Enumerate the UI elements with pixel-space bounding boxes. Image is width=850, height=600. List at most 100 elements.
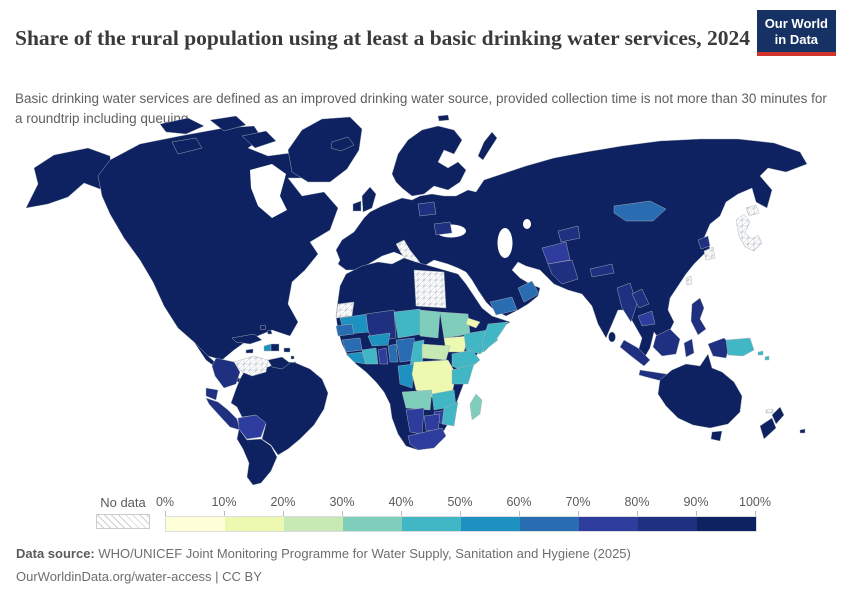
- country-sri-lanka[interactable]: [608, 331, 616, 343]
- country-indonesia-sumatra[interactable]: [619, 339, 651, 367]
- footer: Data source: WHO/UNICEF Joint Monitoring…: [16, 542, 631, 589]
- legend-tick-label: 60%: [506, 495, 532, 509]
- country-ghana[interactable]: [377, 347, 389, 365]
- legend-bin-30-40%[interactable]: [343, 517, 402, 531]
- legend-bin-40-50%[interactable]: [402, 517, 461, 531]
- legend-bin-80-90%[interactable]: [638, 517, 697, 531]
- country-oman[interactable]: [517, 280, 540, 303]
- country-south-korea[interactable]: [703, 246, 716, 261]
- country-somalia[interactable]: [481, 321, 509, 353]
- country-australia[interactable]: [657, 353, 743, 429]
- country-haiti[interactable]: [263, 343, 272, 352]
- country-iceland[interactable]: [330, 136, 355, 152]
- world-map-svg: [25, 114, 808, 486]
- country-brazil[interactable]: [230, 360, 329, 456]
- legend-bin-0-10%[interactable]: [166, 517, 225, 531]
- country-south-africa[interactable]: [407, 427, 447, 451]
- country-solomon-islands[interactable]: [757, 350, 764, 356]
- country-ireland[interactable]: [352, 200, 362, 212]
- country-arctic-islands[interactable]: [171, 137, 203, 155]
- country-novaya-zemlya[interactable]: [477, 131, 498, 161]
- legend-colorbar: 0% 10% 20% 30% 40% 50% 60% 70% 80% 90% 100%: [156, 495, 771, 533]
- country-congo-gabon[interactable]: [397, 363, 415, 389]
- legend-bin-50-60%[interactable]: [461, 517, 520, 531]
- data-source-label: Data source:: [16, 546, 95, 561]
- country-tajikistan-kyrgyzstan[interactable]: [557, 225, 581, 243]
- country-indonesia-sulawesi[interactable]: [683, 338, 695, 358]
- country-scandinavia[interactable]: [391, 125, 467, 197]
- country-afghanistan[interactable]: [541, 241, 571, 265]
- country-puerto-rico[interactable]: [283, 347, 291, 353]
- legend-bin-90-100%[interactable]: [697, 517, 756, 531]
- country-laos[interactable]: [631, 288, 650, 309]
- country-madagascar[interactable]: [469, 393, 483, 421]
- country-new-zealand-south[interactable]: [759, 417, 777, 440]
- legend-tick-mark: [637, 511, 638, 516]
- country-angola[interactable]: [401, 389, 433, 411]
- country-jamaica[interactable]: [245, 348, 254, 354]
- country-papua-new-guinea[interactable]: [725, 337, 755, 357]
- country-tanzania[interactable]: [451, 363, 475, 385]
- country-colombia[interactable]: [211, 357, 241, 389]
- footer-link[interactable]: OurWorldinData.org/water-access | CC BY: [16, 569, 262, 585]
- country-dominican-republic[interactable]: [270, 343, 280, 352]
- country-central-african-republic[interactable]: [421, 343, 451, 361]
- country-bahamas[interactable]: [266, 329, 273, 335]
- country-yemen[interactable]: [489, 296, 518, 316]
- country-chad[interactable]: [419, 309, 441, 339]
- country-australia-tasmania[interactable]: [710, 430, 723, 442]
- country-greenland[interactable]: [287, 116, 363, 183]
- country-bahamas[interactable]: [259, 324, 267, 331]
- country-venezuela[interactable]: [233, 355, 269, 377]
- country-philippines[interactable]: [690, 297, 707, 336]
- country-togo-benin[interactable]: [387, 343, 399, 363]
- country-arctic-islands[interactable]: [241, 130, 277, 149]
- legend-bin-10-20%[interactable]: [225, 517, 284, 531]
- legend-tick-mark: [283, 511, 284, 516]
- country-myanmar[interactable]: [616, 282, 638, 323]
- country-libya[interactable]: [413, 269, 447, 309]
- country-nepal[interactable]: [589, 263, 615, 278]
- country-mongolia[interactable]: [613, 200, 667, 222]
- world-map: [10, 112, 840, 487]
- country-senegal[interactable]: [335, 323, 355, 337]
- country-cote-divoire[interactable]: [361, 347, 379, 365]
- country-poland[interactable]: [417, 201, 437, 217]
- country-arctic-islands[interactable]: [159, 117, 205, 135]
- country-svalbard[interactable]: [437, 114, 450, 122]
- country-western-sahara[interactable]: [335, 301, 355, 319]
- country-indonesia-borneo[interactable]: [652, 328, 681, 357]
- country-mozambique[interactable]: [441, 401, 459, 427]
- legend-bin-70-80%[interactable]: [579, 517, 638, 531]
- legend-tick-mark: [696, 511, 697, 516]
- country-solomon-islands[interactable]: [764, 355, 770, 361]
- country-cambodia[interactable]: [637, 310, 656, 327]
- legend-tick-mark: [165, 511, 166, 516]
- country-cuba[interactable]: [231, 333, 263, 345]
- country-eritrea[interactable]: [465, 317, 481, 329]
- country-north-korea[interactable]: [697, 235, 711, 250]
- country-niger[interactable]: [393, 308, 423, 339]
- no-data-swatch[interactable]: [96, 514, 150, 529]
- country-ecuador[interactable]: [205, 387, 219, 401]
- country-taiwan[interactable]: [685, 275, 693, 286]
- country-argentina-chile[interactable]: [236, 428, 278, 486]
- country-japan[interactable]: [735, 213, 763, 252]
- legend-bin-60-70%[interactable]: [520, 517, 579, 531]
- country-pakistan[interactable]: [547, 259, 579, 285]
- country-fiji[interactable]: [799, 428, 806, 434]
- continent-eurasia[interactable]: [335, 138, 808, 361]
- owid-logo[interactable]: Our World in Data: [756, 10, 836, 57]
- legend-tick-mark: [342, 511, 343, 516]
- country-japan-hokkaido[interactable]: [745, 204, 760, 217]
- country-united-kingdom[interactable]: [361, 186, 377, 213]
- country-new-zealand-north[interactable]: [771, 406, 785, 425]
- country-new-caledonia[interactable]: [765, 408, 774, 414]
- country-burkina-faso[interactable]: [367, 332, 391, 347]
- legend-bin-20-30%[interactable]: [284, 517, 343, 531]
- country-arctic-islands[interactable]: [209, 115, 247, 132]
- country-romania[interactable]: [433, 221, 453, 236]
- country-lesser-antilles[interactable]: [290, 355, 295, 360]
- country-guyana-suriname[interactable]: [267, 356, 291, 370]
